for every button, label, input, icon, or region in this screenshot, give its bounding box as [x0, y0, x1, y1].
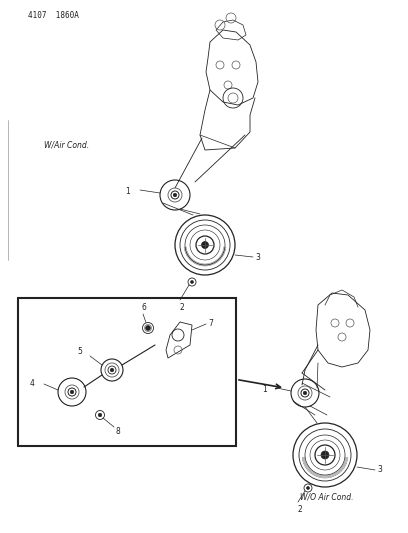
Circle shape	[306, 487, 310, 489]
Text: W/O Air Cond.: W/O Air Cond.	[300, 493, 353, 502]
Text: 6: 6	[142, 303, 146, 312]
Circle shape	[191, 280, 193, 284]
Circle shape	[173, 193, 177, 197]
Text: 8: 8	[116, 426, 121, 435]
Text: 5: 5	[77, 348, 82, 357]
Text: 7: 7	[208, 319, 213, 328]
Text: 2: 2	[297, 505, 302, 514]
Text: 4107  1860A: 4107 1860A	[28, 11, 79, 20]
Circle shape	[303, 391, 307, 395]
Circle shape	[202, 241, 208, 248]
Text: 1: 1	[125, 187, 130, 196]
Bar	[18, 298, 236, 446]
Circle shape	[321, 451, 329, 459]
Text: 3: 3	[255, 253, 260, 262]
Circle shape	[98, 413, 102, 417]
Circle shape	[70, 390, 74, 394]
Circle shape	[110, 368, 114, 372]
Text: 3: 3	[377, 465, 382, 474]
Text: 2: 2	[180, 303, 184, 312]
Text: 1: 1	[262, 384, 267, 393]
Circle shape	[146, 326, 151, 330]
Text: 4: 4	[29, 379, 34, 389]
Text: W/Air Cond.: W/Air Cond.	[44, 141, 89, 150]
